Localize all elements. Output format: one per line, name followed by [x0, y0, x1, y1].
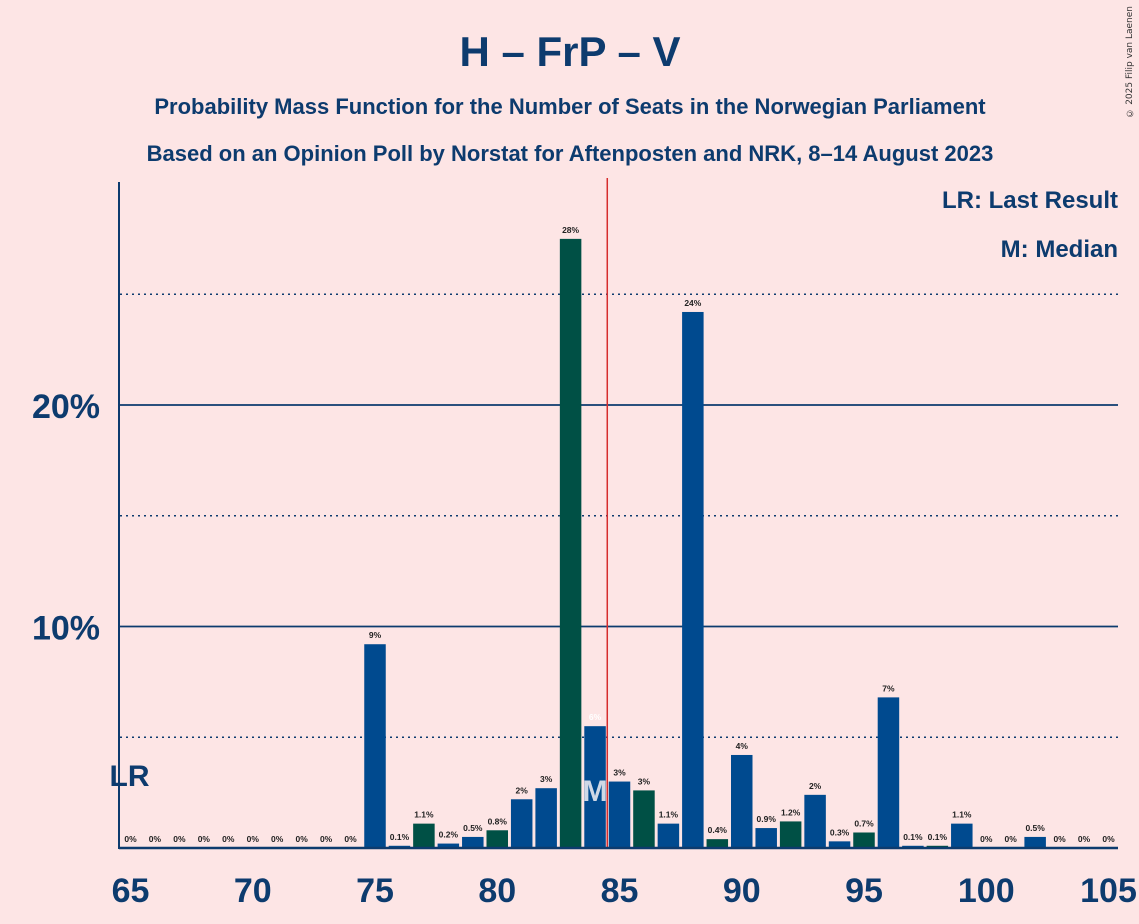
y-tick-label: 20% [32, 388, 100, 426]
bar-label-seat-78: 0.2% [439, 830, 459, 840]
x-tick-label: 80 [478, 872, 516, 910]
bar-seat-94 [828, 841, 851, 848]
bar-label-seat-77: 1.1% [414, 810, 434, 820]
x-tick-label: 100 [958, 872, 1015, 910]
bar-seat-95 [853, 832, 875, 848]
bar-label-seat-95: 0.7% [854, 818, 874, 828]
legend-median: M: Median [1001, 236, 1118, 263]
bar-label-seat-92: 1.2% [781, 807, 801, 817]
bar-label-seat-67: 0% [173, 834, 186, 844]
x-tick-label: 90 [723, 872, 761, 910]
bar-seat-77 [413, 823, 435, 848]
bar-label-seat-99: 1.1% [952, 810, 972, 820]
chart-title: H – FrP – V [460, 28, 681, 75]
legend-last-result: LR: Last Result [942, 187, 1118, 214]
gridlines [120, 293, 1118, 738]
bar-label-seat-104: 0% [1078, 834, 1091, 844]
bar-seat-85 [608, 781, 631, 848]
bar-label-seat-93: 2% [809, 781, 822, 791]
x-tick-label: 95 [845, 872, 883, 910]
bar-label-seat-81: 2% [516, 785, 529, 795]
median-marker: M [583, 775, 608, 808]
bar-label-seat-98: 0.1% [928, 832, 948, 842]
bar-label-seat-85: 3% [613, 768, 626, 778]
bar-seat-91 [755, 828, 777, 848]
bar-seat-93 [804, 794, 826, 848]
bar-label-seat-101: 0% [1005, 834, 1018, 844]
bar-label-seat-69: 0% [222, 834, 235, 844]
bar-seat-78 [437, 843, 460, 848]
bar-seat-75 [364, 644, 386, 848]
bar-label-seat-83: 28% [562, 225, 579, 235]
x-tick-label: 75 [356, 872, 394, 910]
axes: 10% 20% 65 70 75 80 85 90 95 100 105 LR M [32, 178, 1137, 910]
bar-label-seat-66: 0% [149, 834, 162, 844]
bar-label-seat-76: 0.1% [390, 832, 410, 842]
bar-seat-90 [731, 754, 753, 848]
bar-label-seat-103: 0% [1053, 834, 1066, 844]
bar-seat-86 [633, 790, 655, 848]
bar-label-seat-100: 0% [980, 834, 993, 844]
bar-label-seat-71: 0% [271, 834, 284, 844]
bar-label-seat-72: 0% [296, 834, 309, 844]
bar-label-seat-86: 3% [638, 776, 651, 786]
bars [364, 238, 1046, 849]
bar-seat-80 [486, 830, 508, 848]
bar-seat-99 [951, 823, 973, 848]
copyright-notice: © 2025 Filip van Laenen [1125, 6, 1135, 118]
bar-label-seat-82: 3% [540, 774, 553, 784]
bar-label-seat-102: 0.5% [1025, 823, 1045, 833]
bar-label-seat-91: 0.9% [757, 814, 777, 824]
bar-label-seat-65: 0% [124, 834, 137, 844]
chart-subtitle-1: Probability Mass Function for the Number… [154, 94, 986, 119]
bar-seat-87 [657, 823, 680, 848]
bar-label-seat-90: 4% [736, 741, 749, 751]
bar-label-seat-79: 0.5% [463, 823, 483, 833]
bar-seat-82 [535, 788, 557, 848]
bar-label-seat-94: 0.3% [830, 827, 850, 837]
x-tick-label: 85 [601, 872, 639, 910]
bar-seat-102 [1024, 836, 1046, 848]
bar-seat-84 [584, 726, 606, 848]
bar-label-seat-87: 1.1% [659, 810, 679, 820]
bar-seat-88 [682, 311, 704, 849]
bar-seat-96 [877, 697, 900, 848]
bar-label-seat-73: 0% [320, 834, 333, 844]
bar-label-seat-80: 0.8% [488, 816, 508, 826]
bar-label-seat-88: 24% [684, 298, 701, 308]
y-tick-label: 10% [32, 610, 100, 648]
last-result-marker: LR [110, 760, 150, 793]
bar-label-seat-68: 0% [198, 834, 211, 844]
bar-label-seat-105: 0% [1102, 834, 1115, 844]
bar-labels: 0% 0% 0% 0% 0% 0% 0% 0% 0% 0% 9% 0.1% 1.1% 0.2% 0.5% 0.… [124, 225, 1115, 844]
bar-label-seat-84: 6% [589, 712, 602, 722]
bar-seat-79 [462, 836, 484, 848]
bar-seat-83 [559, 238, 582, 848]
bar-seat-92 [779, 821, 802, 848]
bar-seat-81 [510, 799, 533, 848]
bar-label-seat-96: 7% [882, 683, 895, 693]
x-tick-label: 65 [112, 872, 150, 910]
x-tick-label: 70 [234, 872, 272, 910]
bar-label-seat-89: 0.4% [708, 825, 728, 835]
bar-label-seat-70: 0% [247, 834, 260, 844]
bar-label-seat-74: 0% [344, 834, 357, 844]
x-tick-label: 105 [1080, 872, 1137, 910]
bar-seat-89 [706, 839, 729, 848]
bar-label-seat-75: 9% [369, 630, 382, 640]
chart-subtitle-2: Based on an Opinion Poll by Norstat for … [147, 141, 994, 166]
bar-label-seat-97: 0.1% [903, 832, 923, 842]
